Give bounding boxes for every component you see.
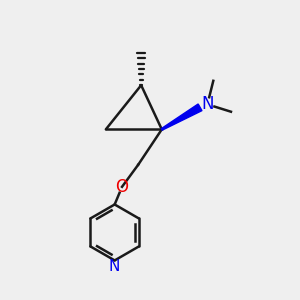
Text: N: N bbox=[109, 260, 120, 274]
Text: N: N bbox=[201, 95, 214, 113]
Text: O: O bbox=[116, 178, 128, 196]
Polygon shape bbox=[161, 104, 202, 130]
